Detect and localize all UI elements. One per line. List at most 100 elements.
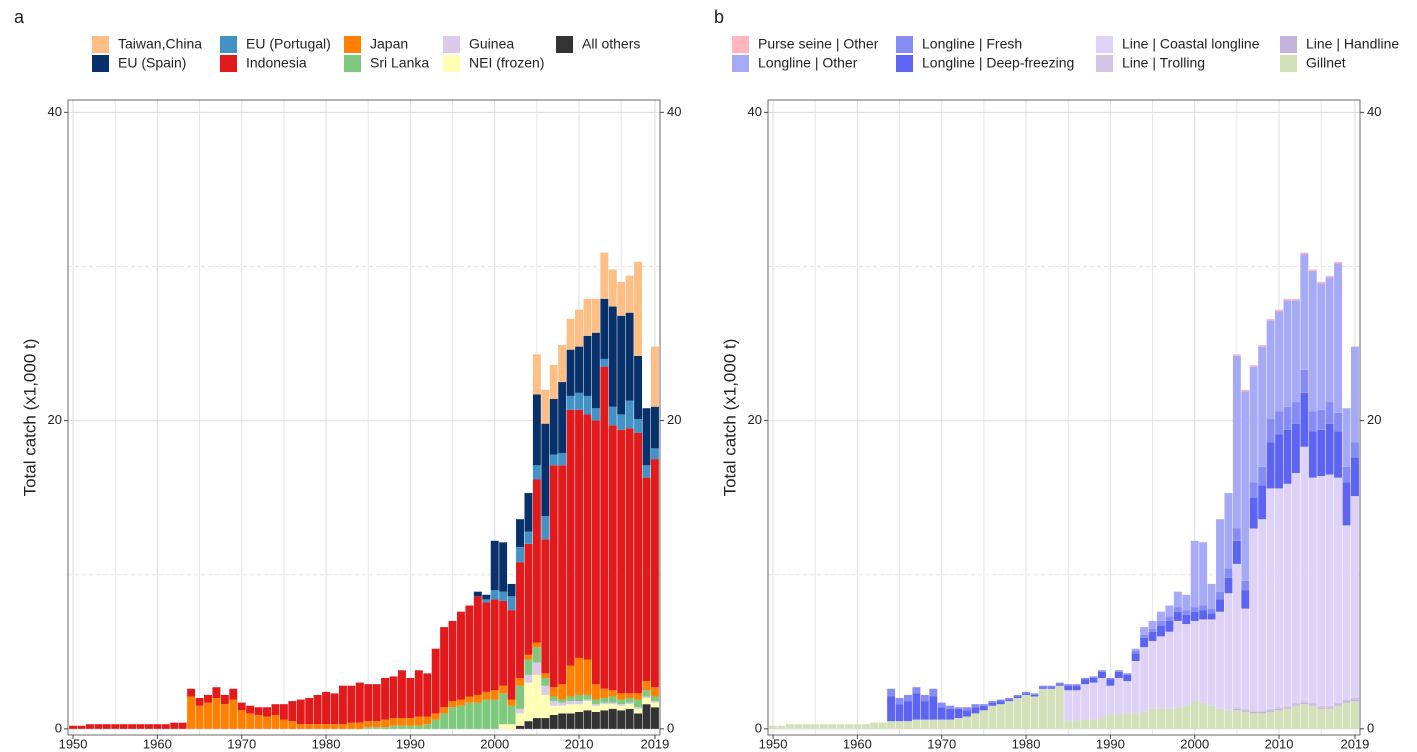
bar-segment <box>1123 673 1132 675</box>
bar-segment <box>549 687 558 697</box>
bar-segment <box>1325 707 1334 709</box>
bar-segment <box>1300 392 1309 447</box>
bar-segment <box>1342 466 1351 483</box>
bar-segment <box>1148 628 1157 632</box>
bar-segment <box>1249 482 1258 498</box>
bar-segment <box>1089 719 1098 729</box>
bar-segment <box>811 724 820 729</box>
bar-segment <box>1283 705 1292 708</box>
bar-segment <box>1173 607 1182 612</box>
bar-segment <box>1258 466 1267 486</box>
bar-segment <box>516 685 524 709</box>
bar-segment <box>853 724 862 729</box>
panel-label: b <box>714 7 724 27</box>
bar-segment <box>583 414 592 660</box>
bar-segment <box>1072 685 1081 691</box>
bar-segment <box>566 395 575 410</box>
bar-segment <box>457 705 465 729</box>
bar-segment <box>1097 718 1106 729</box>
bar-segment <box>490 599 499 691</box>
x-tick-label: 1950 <box>759 736 788 751</box>
bar-segment <box>591 705 600 712</box>
bar-segment <box>313 724 322 729</box>
bar-segment <box>1216 591 1224 600</box>
bar-segment <box>558 382 567 453</box>
bar-segment <box>364 721 373 728</box>
bar-segment <box>532 642 541 648</box>
bar-segment <box>1005 698 1014 700</box>
bar-segment <box>1342 699 1351 702</box>
bar-segment <box>1123 713 1132 729</box>
bar-segment <box>558 452 567 466</box>
bar-segment <box>1055 682 1064 685</box>
bar-segment <box>1241 391 1250 581</box>
bar-segment <box>541 677 550 686</box>
bar-segment <box>617 705 626 711</box>
bar-segment <box>153 724 162 729</box>
bar-segment <box>516 562 524 678</box>
bar-segment <box>1249 713 1258 729</box>
bar-segment <box>608 696 617 703</box>
bar-segment <box>263 707 271 717</box>
bar-segment <box>608 425 617 691</box>
bar-segment <box>634 693 643 700</box>
bar-segment <box>1199 610 1208 620</box>
bar-segment <box>524 659 533 675</box>
bar-segment <box>929 719 938 729</box>
x-tick-label: 1960 <box>143 736 172 751</box>
bar-segment <box>929 696 938 720</box>
bar-segment <box>1038 687 1047 689</box>
bar-segment <box>499 724 508 729</box>
bar-segment <box>1258 345 1267 347</box>
bar-segment <box>566 696 575 702</box>
bar-segment <box>642 465 651 478</box>
bar-segment <box>288 721 297 729</box>
bar-segment <box>524 543 533 655</box>
y2-tick-label: 20 <box>667 412 681 427</box>
bar-segment <box>372 721 381 728</box>
bar-segment <box>279 719 288 729</box>
bar-segment <box>904 701 912 722</box>
bar-segment <box>802 724 811 729</box>
bar-segment <box>541 539 550 674</box>
bar-segment <box>1241 608 1250 709</box>
bar-segment <box>1350 699 1359 702</box>
bar-segment <box>600 252 609 299</box>
bar-segment <box>212 687 221 699</box>
bar-segment <box>634 713 643 729</box>
bar-segment <box>457 611 465 700</box>
bar-segment <box>583 710 592 729</box>
bar-segment <box>94 724 103 729</box>
bar-segment <box>634 699 643 708</box>
bar-segment <box>1291 472 1300 703</box>
bar-segment <box>1283 300 1292 407</box>
bar-segment <box>440 627 449 708</box>
bar-segment <box>448 707 457 729</box>
bar-segment <box>558 345 567 383</box>
bar-segment <box>946 708 955 720</box>
bar-segment <box>1317 708 1326 729</box>
bar-segment <box>220 694 229 705</box>
bar-segment <box>583 701 592 711</box>
bar-segment <box>1258 713 1267 729</box>
bar-segment <box>912 719 921 729</box>
bar-segment <box>1275 311 1284 412</box>
y-tick-label: 0 <box>55 720 62 735</box>
bar-segment <box>1249 497 1258 529</box>
bar-segment <box>1317 283 1326 410</box>
bar-segment <box>1224 493 1233 569</box>
bar-segment <box>954 707 963 709</box>
bar-segment <box>642 704 651 729</box>
bar-segment <box>322 691 331 725</box>
bar-segment <box>937 719 946 729</box>
bar-segment <box>1224 577 1233 594</box>
bar-segment <box>1334 431 1343 478</box>
bar-segment <box>406 718 415 726</box>
bar-segment <box>1249 366 1258 483</box>
bar-segment <box>465 605 474 697</box>
bar-segment <box>465 702 474 729</box>
bar-segment <box>338 685 347 725</box>
bar-segment <box>541 389 550 424</box>
y2-tick-label: 0 <box>667 720 674 735</box>
y2-tick-label: 0 <box>1367 720 1374 735</box>
